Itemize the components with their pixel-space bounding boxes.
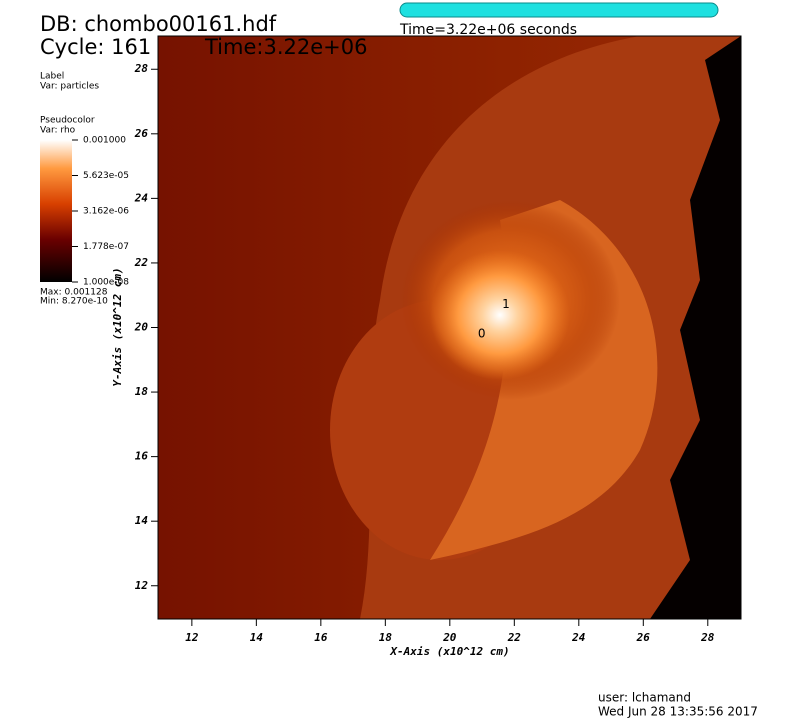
y-tick-label: 26 [134, 127, 149, 140]
y-axis-title: Y-Axis (x10^12 cm) [111, 267, 124, 386]
time-slider[interactable] [399, 2, 719, 18]
x-tick-label: 24 [571, 631, 586, 644]
legend-var: Var: particles [40, 82, 99, 92]
time-label: Time=3.22e+06 seconds [399, 22, 577, 38]
y-tick-label: 12 [135, 579, 149, 592]
x-tick-label: 28 [700, 631, 715, 644]
x-tick-label: 14 [250, 631, 264, 644]
legend-title: Pseudocolor [40, 116, 95, 126]
x-tick-label: 20 [442, 631, 457, 644]
colorbar-label: 0.001000 [83, 136, 126, 146]
colorbar-label: 1.000e-08 [83, 278, 129, 288]
legend-var: Var: rho [40, 126, 76, 136]
x-tick-label: 22 [507, 631, 522, 644]
cycle: Cycle: 161 [40, 35, 151, 59]
colorbar-label: 1.778e-07 [83, 242, 129, 252]
user: user: lchamand [598, 691, 691, 705]
y-tick-label: 20 [134, 321, 149, 334]
y-tick-label: 28 [134, 62, 149, 75]
legend-min: Min: 8.270e-10 [40, 297, 108, 307]
db-name: DB: chombo00161.hdf [40, 12, 277, 36]
colorbar [40, 140, 72, 282]
y-tick-label: 14 [135, 514, 149, 527]
legend-title: Label [40, 72, 64, 82]
particle-label: 1 [502, 297, 510, 311]
particle-label: 0 [478, 326, 486, 340]
y-tick-label: 22 [134, 256, 149, 269]
x-axis-title: X-Axis (x10^12 cm) [389, 645, 509, 658]
vacuum-region [650, 36, 741, 619]
x-tick-label: 18 [379, 631, 393, 644]
date: Wed Jun 28 13:35:56 2017 [598, 705, 758, 719]
legend-max: Max: 0.001128 [40, 288, 108, 298]
pseudocolor-image [158, 36, 741, 619]
y-tick-label: 16 [135, 450, 149, 463]
time: Time:3.22e+06 [204, 35, 367, 59]
y-tick-label: 18 [135, 385, 149, 398]
x-tick-label: 12 [185, 631, 199, 644]
x-tick-label: 16 [314, 631, 328, 644]
colorbar-label: 5.623e-05 [83, 171, 129, 181]
core [430, 250, 570, 380]
y-tick-label: 24 [134, 191, 149, 204]
colorbar-label: 3.162e-06 [83, 207, 129, 217]
x-tick-label: 26 [636, 631, 651, 644]
